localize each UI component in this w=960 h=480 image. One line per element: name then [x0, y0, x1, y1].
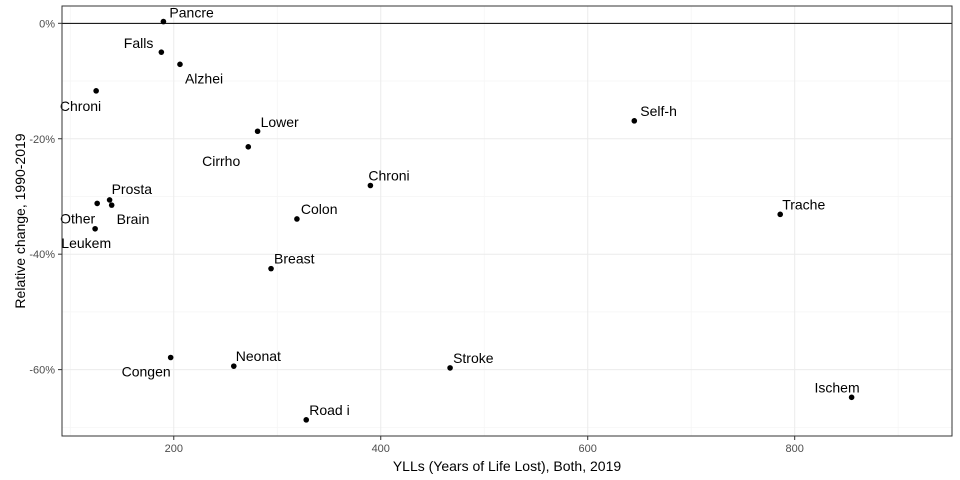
- point-label-leukem: Leukem: [61, 235, 111, 251]
- point-label-other: Other: [60, 210, 95, 226]
- data-point-leukem: [92, 225, 98, 232]
- data-point-lower: [254, 128, 261, 135]
- x-tick-label: 400: [372, 443, 390, 455]
- point-label-road-i: Road i: [309, 402, 349, 418]
- point-label-neonat: Neonat: [236, 348, 281, 364]
- data-point-self-h: [631, 118, 638, 124]
- point-label-alzhei: Alzhei: [185, 70, 223, 86]
- point-label-colon: Colon: [301, 201, 338, 217]
- y-tick-label: -40%: [29, 249, 55, 261]
- point-label-chroni: Chroni: [368, 168, 409, 184]
- x-tick-label: 600: [579, 443, 597, 455]
- plot-panel-border: [61, 5, 953, 437]
- y-tick-label: -60%: [29, 365, 55, 377]
- data-point-breast: [268, 265, 274, 272]
- data-point-other: [94, 200, 100, 207]
- panel-border: [61, 5, 953, 437]
- point-labels: Pancre Falls Alzhei Chroni Lower Cirrho Prosta…: [60, 5, 860, 418]
- point-label-trache: Trache: [782, 196, 825, 212]
- x-tick-label: 200: [165, 443, 183, 455]
- point-label-chroni: Chroni: [60, 98, 101, 114]
- point-label-pancre: Pancre: [169, 5, 214, 21]
- data-point-alzhei: [177, 61, 183, 68]
- point-label-breast: Breast: [274, 251, 315, 267]
- point-label-stroke: Stroke: [453, 350, 494, 366]
- data-point-chroni: [367, 182, 374, 189]
- data-point-brain: [108, 202, 115, 208]
- data-point-neonat: [230, 363, 237, 369]
- data-point-prosta: [106, 197, 113, 203]
- data-point-falls: [158, 49, 165, 55]
- data-point-pancre: [160, 18, 167, 25]
- data-point-cirrho: [245, 144, 252, 150]
- x-tick-label: 800: [786, 443, 804, 455]
- data-points: [92, 18, 855, 423]
- point-label-brain: Brain: [117, 211, 150, 227]
- point-label-cirrho: Cirrho: [202, 153, 240, 169]
- point-label-prosta: Prosta: [112, 181, 153, 197]
- y-axis-title: Relative change, 1990-2019: [12, 133, 28, 308]
- point-label-congen: Congen: [122, 364, 171, 380]
- point-label-self-h: Self-h: [640, 103, 677, 119]
- data-point-colon: [294, 216, 300, 222]
- y-tick-label: 0%: [39, 18, 55, 30]
- data-point-ischem: [848, 394, 855, 401]
- data-point-trache: [777, 211, 784, 218]
- y-tick-label: -20%: [29, 134, 55, 146]
- point-label-ischem: Ischem: [814, 379, 859, 395]
- point-label-lower: Lower: [261, 114, 299, 130]
- data-point-congen: [167, 354, 174, 361]
- axis-ticks: 200 400 600 800 0% -20% -40% -60%: [29, 18, 804, 455]
- data-point-chroni: [93, 88, 99, 94]
- x-axis-title: YLLs (Years of Life Lost), Both, 2019: [393, 458, 622, 474]
- point-label-falls: Falls: [124, 35, 154, 51]
- data-point-road-i: [303, 417, 310, 423]
- data-point-stroke: [447, 365, 453, 371]
